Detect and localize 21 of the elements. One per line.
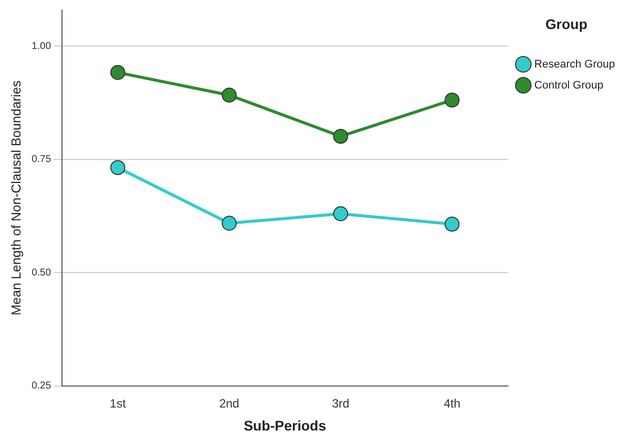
x-axis-title: Sub-Periods bbox=[244, 417, 326, 434]
x-tick-label: 2nd bbox=[219, 396, 240, 410]
legend-label: Control Group bbox=[534, 79, 604, 92]
point bbox=[110, 160, 126, 176]
legend-title: Group bbox=[545, 16, 588, 32]
point bbox=[444, 92, 460, 108]
y-axis-title: Mean Length of Non-Clausal Boundaries bbox=[8, 80, 24, 316]
point bbox=[222, 88, 237, 103]
x-tick-label: 4th bbox=[444, 396, 460, 410]
x-tick-label: 1st bbox=[110, 396, 126, 410]
point bbox=[333, 128, 348, 144]
y-tick-label: 0.50 bbox=[32, 267, 52, 278]
point bbox=[333, 206, 348, 222]
point bbox=[110, 64, 126, 80]
legend-label: Research Group bbox=[534, 58, 616, 70]
point bbox=[444, 216, 460, 232]
point bbox=[222, 216, 237, 231]
y-tick-label: 1.00 bbox=[32, 40, 52, 52]
x-tick-label: 3rd bbox=[332, 396, 350, 410]
y-tick-label: 0.75 bbox=[32, 154, 52, 166]
y-tick-label: 0.25 bbox=[32, 380, 52, 392]
